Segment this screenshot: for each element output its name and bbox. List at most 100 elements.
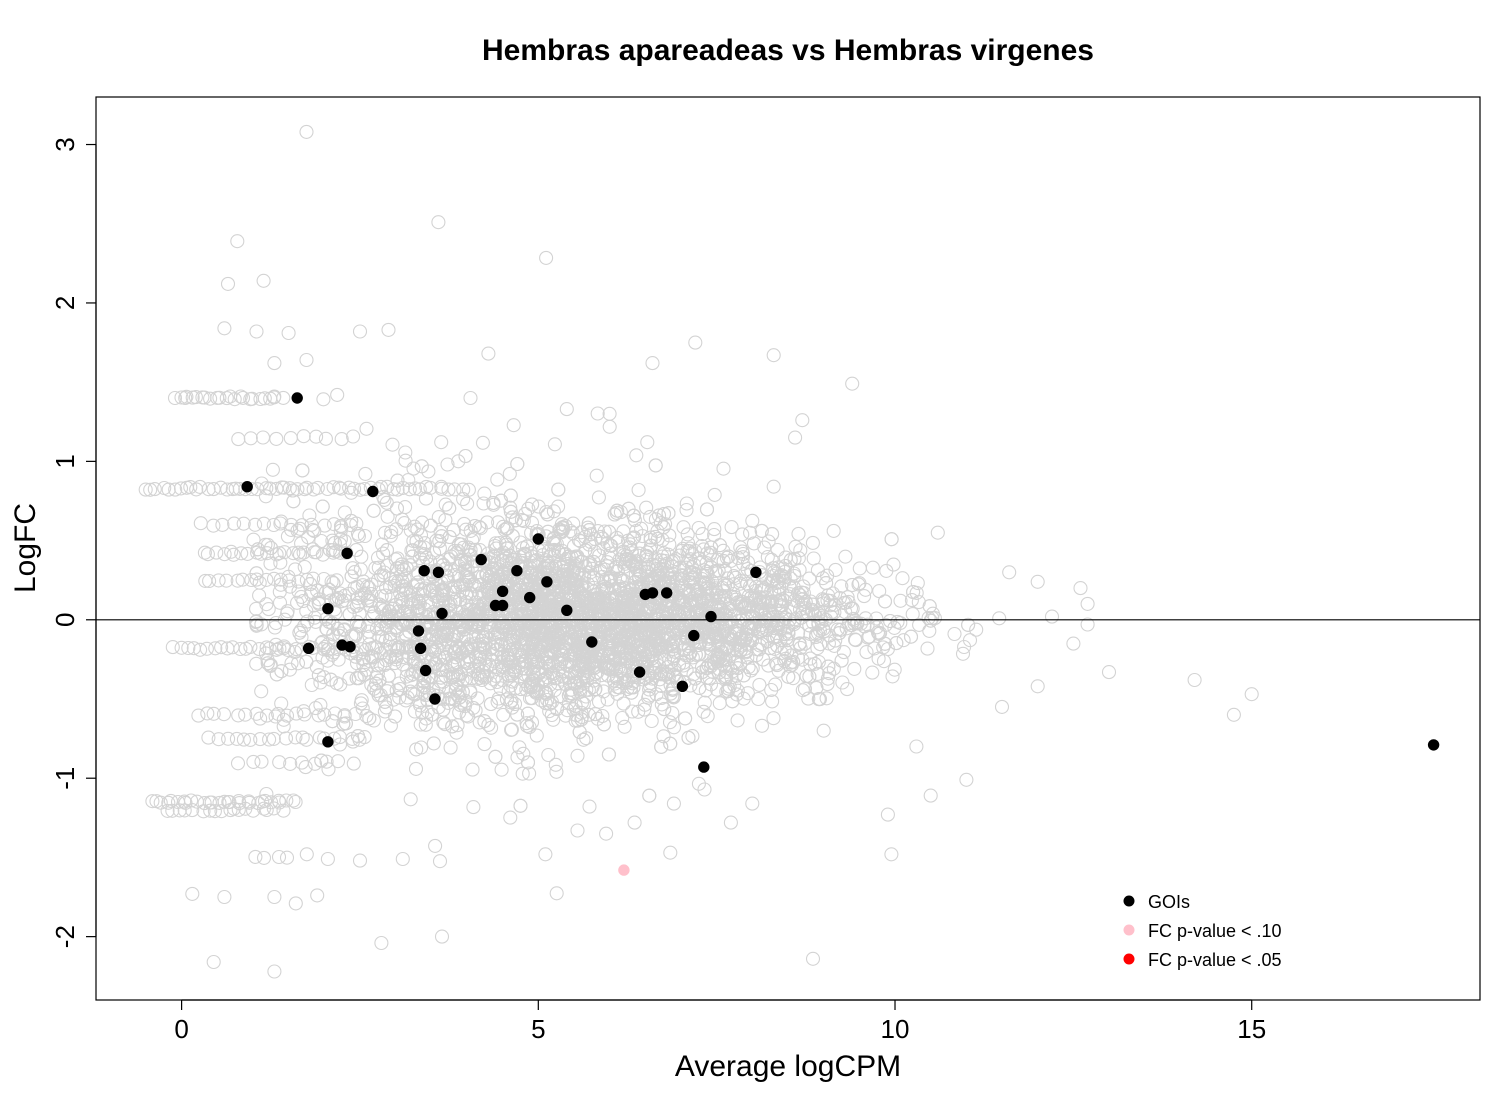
background-point [510,456,525,472]
background-point [267,356,282,371]
background-point [522,766,537,781]
background-point [716,461,731,476]
background-point [390,561,405,576]
background-point [910,575,925,591]
background-point [259,802,274,818]
data-point [676,680,689,692]
background-point [588,707,603,722]
background-point [531,499,546,514]
background-point [262,641,277,656]
background-point [389,501,405,516]
background-point [648,458,663,473]
background-point [259,708,274,723]
background-point [604,590,619,605]
background-point [395,574,410,589]
background-point [811,616,826,631]
background-point [379,479,395,494]
background-point [282,573,297,588]
background-point [622,554,637,569]
background-point [546,504,561,519]
background-point [455,620,470,635]
background-point [522,720,537,735]
background-point [145,794,160,809]
background-point [838,605,853,620]
background-point [472,578,487,593]
background-point [880,807,895,822]
background-point [574,622,589,637]
background-point [501,684,516,699]
background-point [470,671,485,686]
background-point [436,702,451,717]
x-tick-label: 15 [1237,1014,1266,1044]
background-point [407,481,423,496]
background-point [364,586,379,602]
background-point [467,518,482,534]
background-point [398,630,413,645]
background-point [513,607,528,622]
background-point [356,651,371,666]
background-point [269,547,284,562]
background-point [740,576,755,591]
background-point [666,648,681,663]
background-point [288,794,303,810]
background-point [525,635,540,650]
background-point [828,562,843,577]
background-point [702,637,717,652]
background-point [707,487,722,502]
background-point [547,683,562,698]
background-point [732,631,748,646]
background-point [895,571,910,586]
background-point [887,620,902,635]
background-point [238,707,253,722]
background-point [390,482,405,497]
background-point [628,567,643,582]
background-point [659,667,675,682]
background-point [857,589,872,604]
background-point [311,668,326,683]
background-point [358,466,373,481]
background-point [716,554,731,569]
background-point [684,610,699,626]
background-point [436,641,451,656]
background-point [765,563,780,578]
background-point [256,273,271,288]
background-point [642,788,657,803]
x-axis-title: Average logCPM [675,1050,901,1083]
background-point [404,543,419,558]
y-tick-label: -2 [50,925,80,948]
background-point [412,550,427,566]
background-point [434,929,450,944]
background-point [710,649,725,664]
background-point [947,626,962,642]
background-point [423,582,438,598]
background-point [477,651,492,666]
background-point [756,652,771,667]
background-point [561,549,576,564]
background-point [494,613,509,628]
background-point [847,661,862,676]
background-point [299,654,314,669]
background-point [590,406,605,421]
background-point [839,621,854,636]
background-point [381,322,396,337]
background-point [826,523,841,538]
data-point [344,641,356,653]
background-point [380,558,395,573]
background-point [460,496,475,511]
background-point [704,540,719,555]
background-point [316,392,331,407]
background-point [267,964,282,979]
background-point [904,593,919,608]
background-point [266,390,282,405]
background-point [231,802,246,817]
background-point [272,595,288,610]
background-point [451,454,466,469]
data-point [432,566,445,578]
background-point [475,664,490,679]
background-point [359,642,374,657]
background-point [556,567,571,582]
background-point [539,664,554,679]
background-point [540,621,555,636]
background-point [630,595,646,610]
